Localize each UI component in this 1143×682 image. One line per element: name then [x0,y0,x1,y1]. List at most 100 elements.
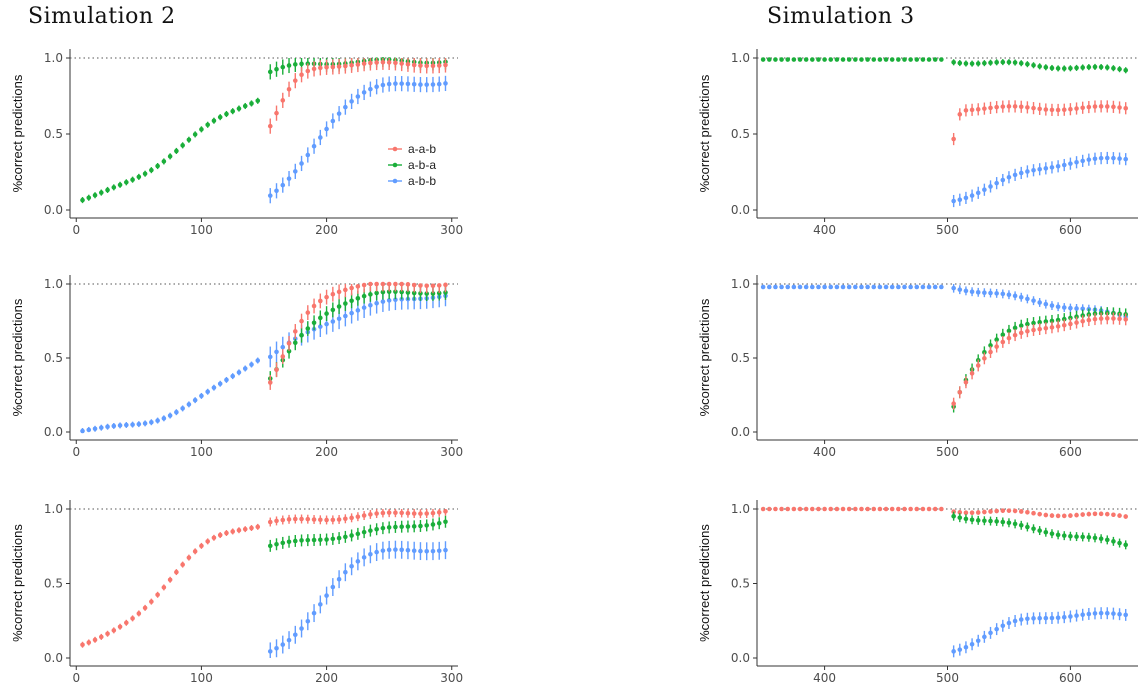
data-point [982,509,987,515]
x-tick-label: 400 [813,445,836,459]
data-point [430,82,436,87]
data-point [1098,104,1104,109]
data-point [834,57,840,62]
data-point [211,118,217,124]
data-point [1104,155,1110,161]
data-point [920,57,926,62]
data-point [1123,514,1129,519]
data-point [877,284,883,290]
y-tick-label: 0.0 [44,651,63,665]
data-point [975,518,981,523]
data-point [105,424,110,430]
data-point [92,426,98,432]
data-point [1006,520,1012,526]
x-tick-label: 600 [1059,445,1082,459]
data-point [368,292,373,297]
data-point [405,547,411,553]
data-point [380,59,386,65]
data-point [816,506,821,512]
data-point [411,282,417,288]
data-point [418,82,423,87]
data-point [773,57,778,62]
sim3-row3-panel: 0.0 0.5 1.0 400 500 600 %correct predictions [697,500,1138,682]
data-point [951,198,956,204]
data-point [368,86,373,92]
data-point [330,517,336,523]
data-point [1055,615,1061,621]
data-point [785,506,791,512]
data-point [249,101,254,106]
data-point [1043,319,1049,324]
data-point [236,527,242,533]
data-point [368,281,373,287]
data-point [1031,616,1036,621]
data-point [969,193,975,198]
data-point [982,60,987,66]
series-a-a-b [951,312,1129,410]
data-point [167,577,173,583]
data-point [969,517,975,523]
y-tick-label: 0.5 [731,351,750,365]
data-point [299,161,304,166]
data-point [951,285,956,291]
data-point [975,190,981,196]
data-point [920,284,926,290]
data-point [1031,62,1036,68]
sim2-row2-panel: 0.0 0.5 1.0 0 100 200 300 %correct predictions [10,275,463,459]
data-point [1049,107,1055,113]
data-point [859,284,864,290]
data-point [1104,316,1110,321]
data-point [230,108,236,114]
y-tick-label: 1.0 [44,502,63,516]
data-point [274,645,279,651]
data-point [299,516,304,522]
data-point [161,159,167,164]
data-point [211,385,217,390]
data-point [292,78,298,83]
data-point [1000,104,1006,109]
legend-label: a-a-b [408,142,436,156]
data-point [368,302,373,308]
data-point [871,57,877,62]
data-point [224,111,229,117]
data-point [161,416,167,421]
data-point [405,290,411,295]
data-point [926,506,932,512]
data-point [267,380,273,385]
data-point [988,509,993,514]
data-point [399,61,404,66]
data-point [1025,105,1030,110]
data-point [393,81,398,86]
data-point [330,291,336,297]
data-point [405,81,411,87]
data-point [443,290,448,295]
data-point [136,174,142,180]
data-point [1104,610,1110,616]
data-point [969,107,975,113]
data-point [1037,300,1042,305]
data-point [386,281,392,287]
x-tick-label: 0 [72,223,80,237]
data-point [305,618,311,624]
data-point [286,86,292,92]
data-point [889,506,895,512]
data-point [1068,305,1073,311]
series-a-a-b [951,100,1129,146]
data-point [349,99,354,104]
data-point [343,569,348,575]
data-point [311,303,317,309]
data-point [779,57,784,62]
data-point [1068,65,1073,71]
data-point [255,358,261,363]
data-point [1123,105,1129,111]
data-point [155,418,160,423]
data-point [405,61,411,67]
data-point [1055,324,1061,329]
data-point [330,584,336,590]
y-tick-label: 1.0 [731,51,750,65]
series-a-a-b [760,506,1129,519]
data-point [274,110,279,116]
data-point [920,506,926,512]
x-tick-label: 600 [1059,671,1082,682]
data-point [939,57,944,62]
